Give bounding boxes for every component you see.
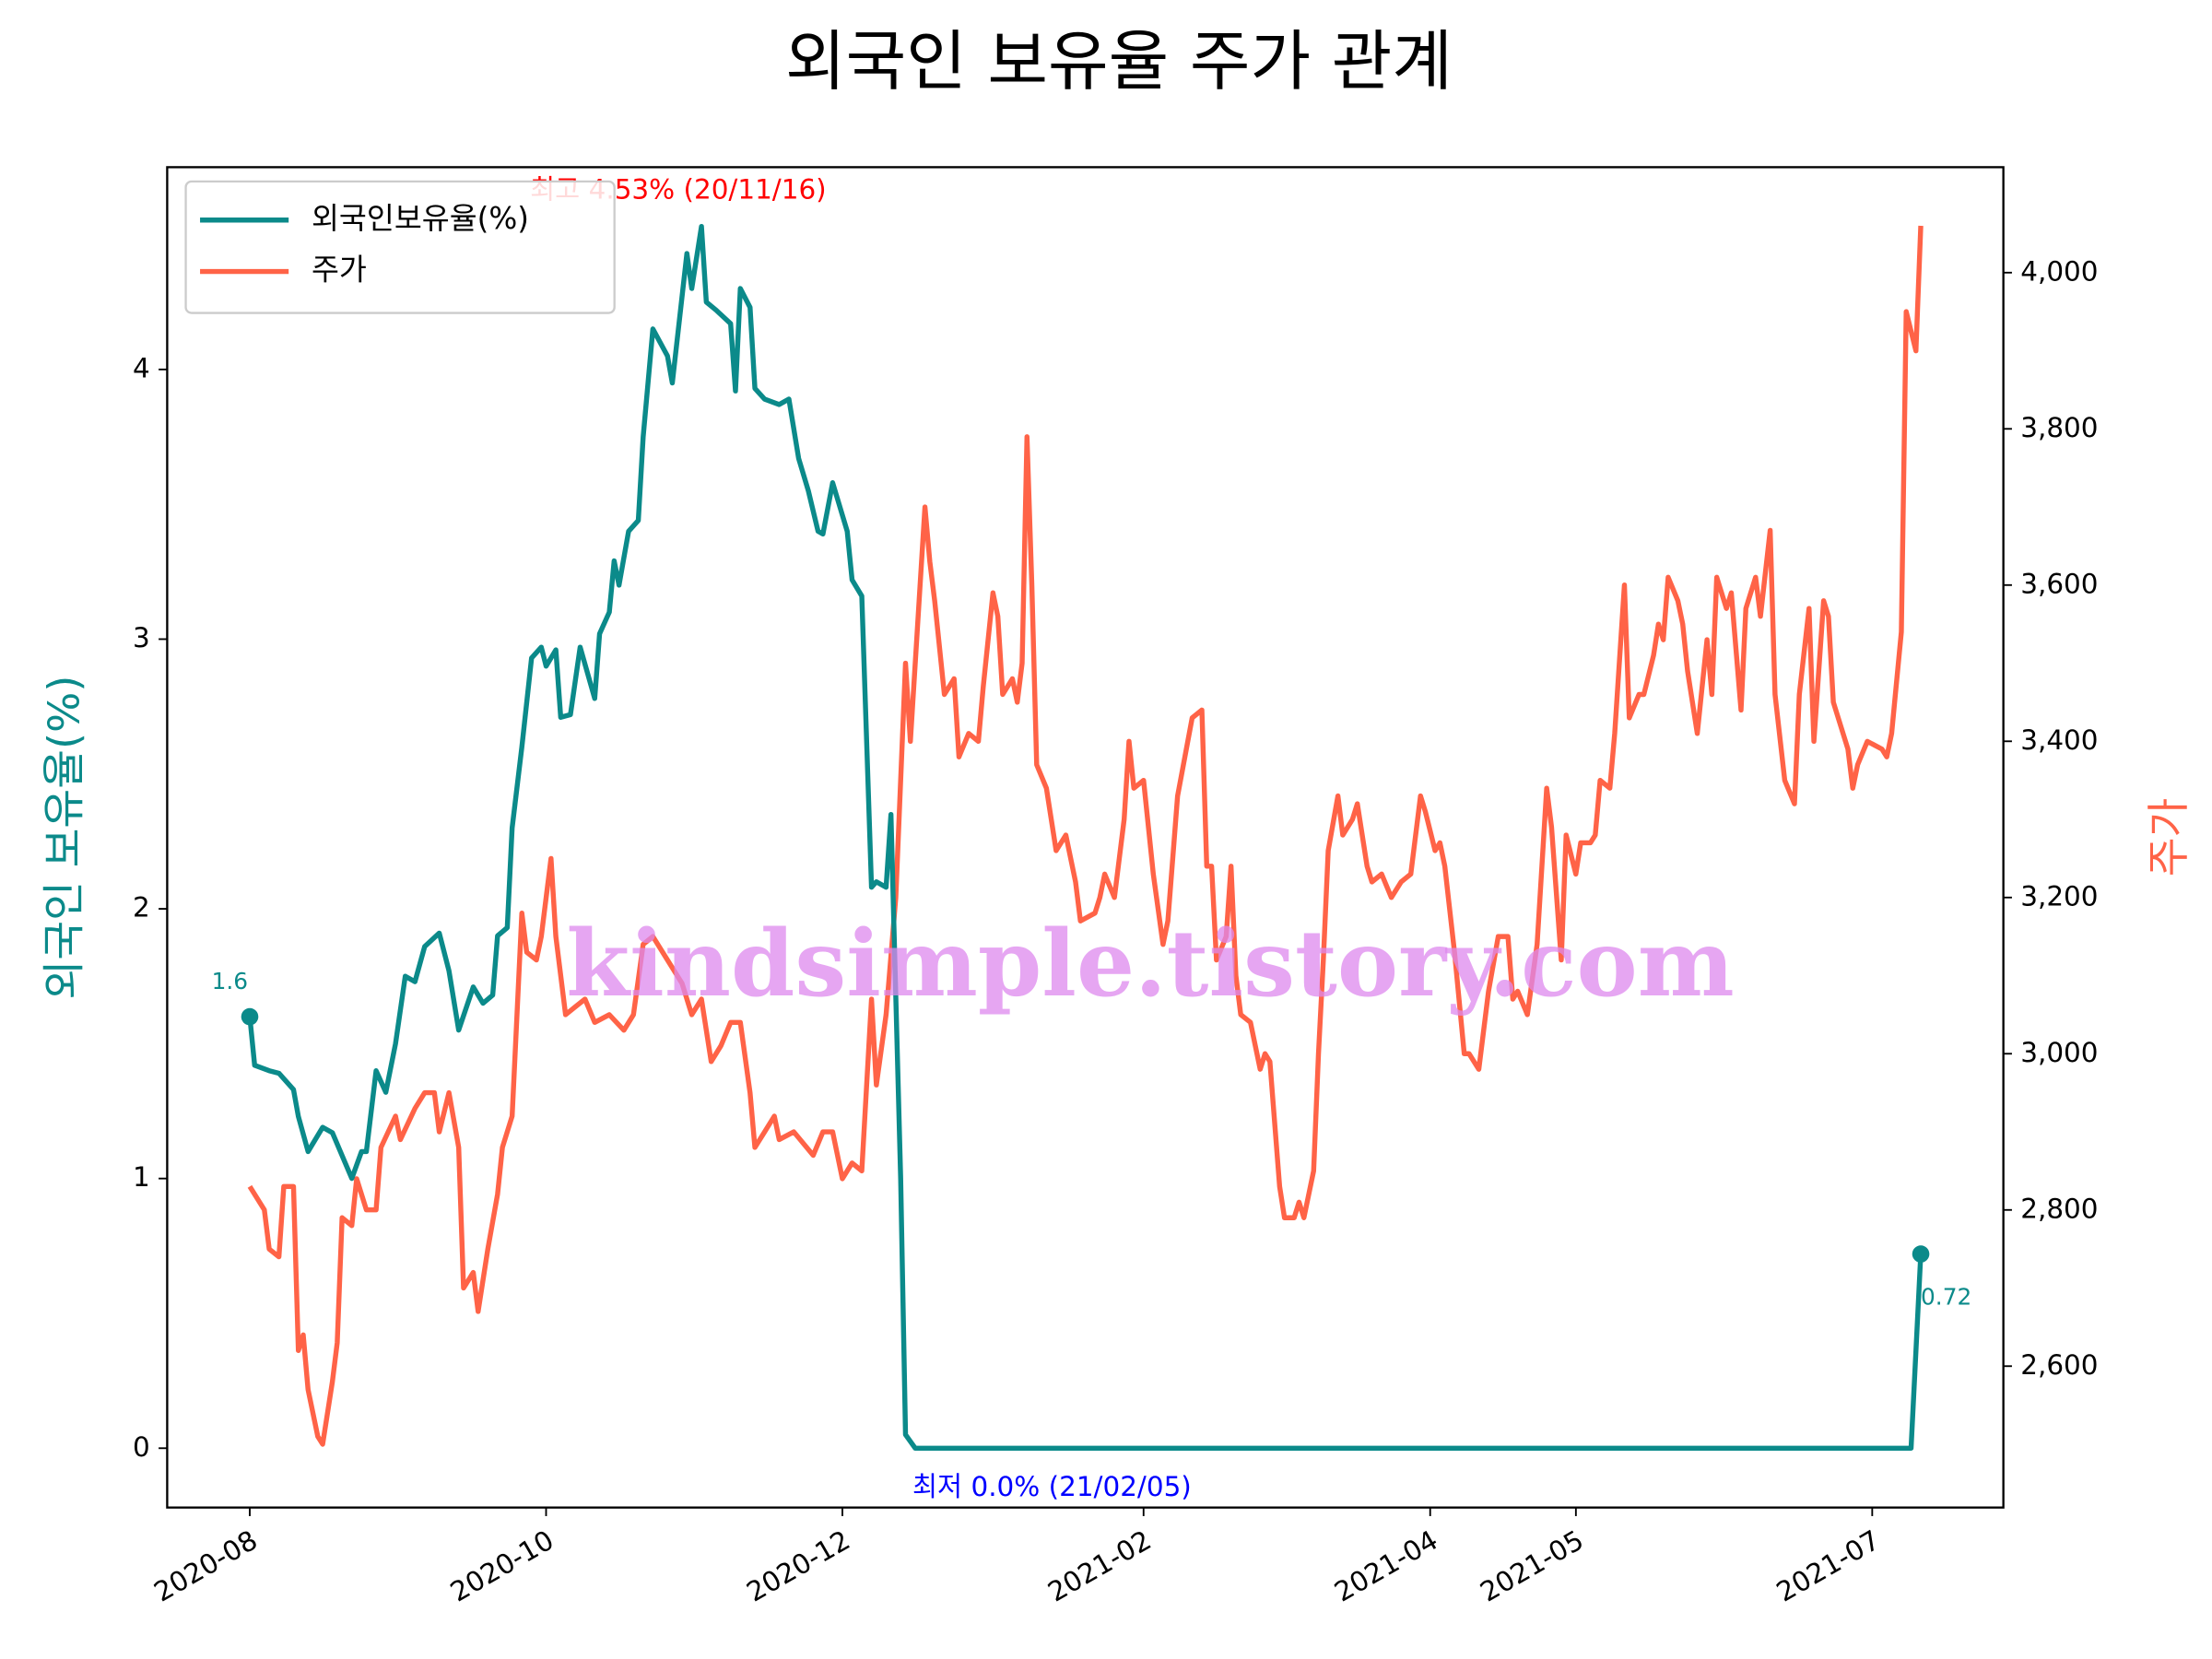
series-line xyxy=(247,225,1924,1447)
end-label: 0.72 xyxy=(1921,1284,1971,1311)
legend-box xyxy=(184,180,616,314)
y-tick-label: 1 xyxy=(133,1161,150,1193)
chart-title: 외국인 보유율 주가 관계 xyxy=(785,23,1453,100)
y-tick-label: 3 xyxy=(133,622,150,653)
min-annotation: 최저 0.0% (21/02/05) xyxy=(912,1471,1192,1502)
y-tick-label: 0 xyxy=(133,1431,150,1463)
y-tick-label: 2 xyxy=(133,892,150,924)
series-line xyxy=(247,224,1924,1452)
y2-tick-label: 3,000 xyxy=(2020,1037,2098,1068)
y2-tick-label: 2,600 xyxy=(2020,1349,2098,1381)
watermark: kindsimple.tistory.com xyxy=(566,911,1734,1018)
y-axis-label: 외국인 보유율(%) xyxy=(39,676,88,1000)
y2-tick-label: 3,800 xyxy=(2020,412,2098,443)
plot-frame xyxy=(166,166,2005,1509)
y2-tick-label: 3,200 xyxy=(2020,880,2098,912)
y2-tick-label: 3,600 xyxy=(2020,568,2098,599)
y2-axis-label: 주가 xyxy=(2144,798,2194,877)
point-marker xyxy=(1912,1245,1930,1263)
y2-tick-label: 3,400 xyxy=(2020,724,2098,756)
y2-tick-label: 4,000 xyxy=(2020,255,2098,287)
y-tick-label: 4 xyxy=(133,352,150,383)
legend-label: 외국인보유율(%) xyxy=(312,201,529,236)
point-marker xyxy=(241,1007,259,1026)
legend-label: 주가 xyxy=(312,253,367,288)
y2-tick-label: 2,800 xyxy=(2020,1193,2098,1224)
start-label: 1.6 xyxy=(212,968,248,994)
